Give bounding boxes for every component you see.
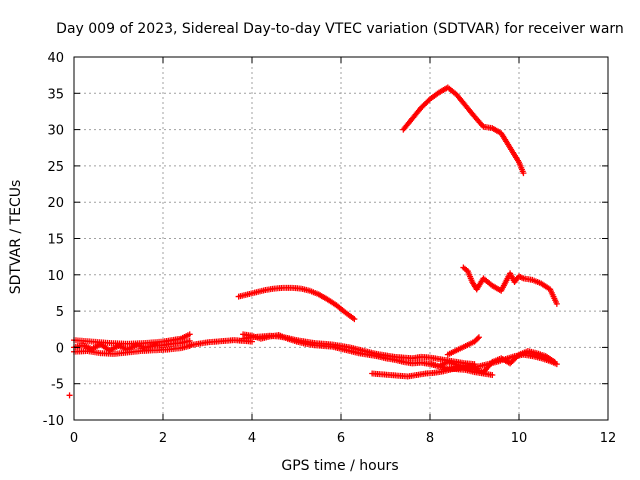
y-tick-label: 25 [47,160,64,175]
x-tick-label: 4 [248,431,256,446]
series-late-wave [427,348,558,376]
y-tick-label: -5 [51,378,64,393]
series-layer [66,84,560,399]
data-point [520,170,527,177]
y-tick-label: 40 [47,51,64,66]
y-tick-label: 10 [47,269,64,284]
series-late-rise [444,334,482,358]
series-mid-flat [186,337,255,349]
data-point [351,316,358,323]
x-tick-label: 10 [511,431,528,446]
series-peak-arc [400,84,527,177]
y-tick-label: 20 [47,196,64,211]
ticks: 0 2 4 6 8 10 12 -10 -5 0 5 10 15 20 25 30 35 40 [43,51,617,446]
y-tick-label: 0 [56,341,64,356]
x-axis-title: GPS time / hours [281,458,398,474]
y-tick-label: 35 [47,87,64,102]
y-tick-label: 30 [47,124,64,139]
y-tick-label: 5 [56,305,64,320]
grid [74,57,608,420]
data-point [553,300,560,307]
data-point [66,392,73,399]
y-tick-label: -10 [43,414,64,429]
data-point [551,358,558,365]
data-point [475,334,482,341]
series-early-lower [71,342,193,357]
x-tick-label: 8 [426,431,434,446]
y-tick-label: 15 [47,233,64,248]
y-axis-title: SDTVAR / TECUs [8,180,24,295]
data-point [186,331,193,338]
series-early-band [71,337,193,354]
data-point [474,335,481,342]
series-stray-point [66,392,73,399]
series-hump-5to6 [235,284,358,323]
data-point [514,352,521,359]
series-early-upper [71,331,193,347]
data-point [489,371,496,378]
x-tick-label: 6 [337,431,345,446]
x-tick-label: 0 [70,431,78,446]
chart-title: Day 009 of 2023, Sidereal Day-to-day VTE… [56,21,624,37]
x-tick-label: 12 [600,431,617,446]
series-late-mid-band [460,264,560,307]
x-tick-label: 2 [159,431,167,446]
